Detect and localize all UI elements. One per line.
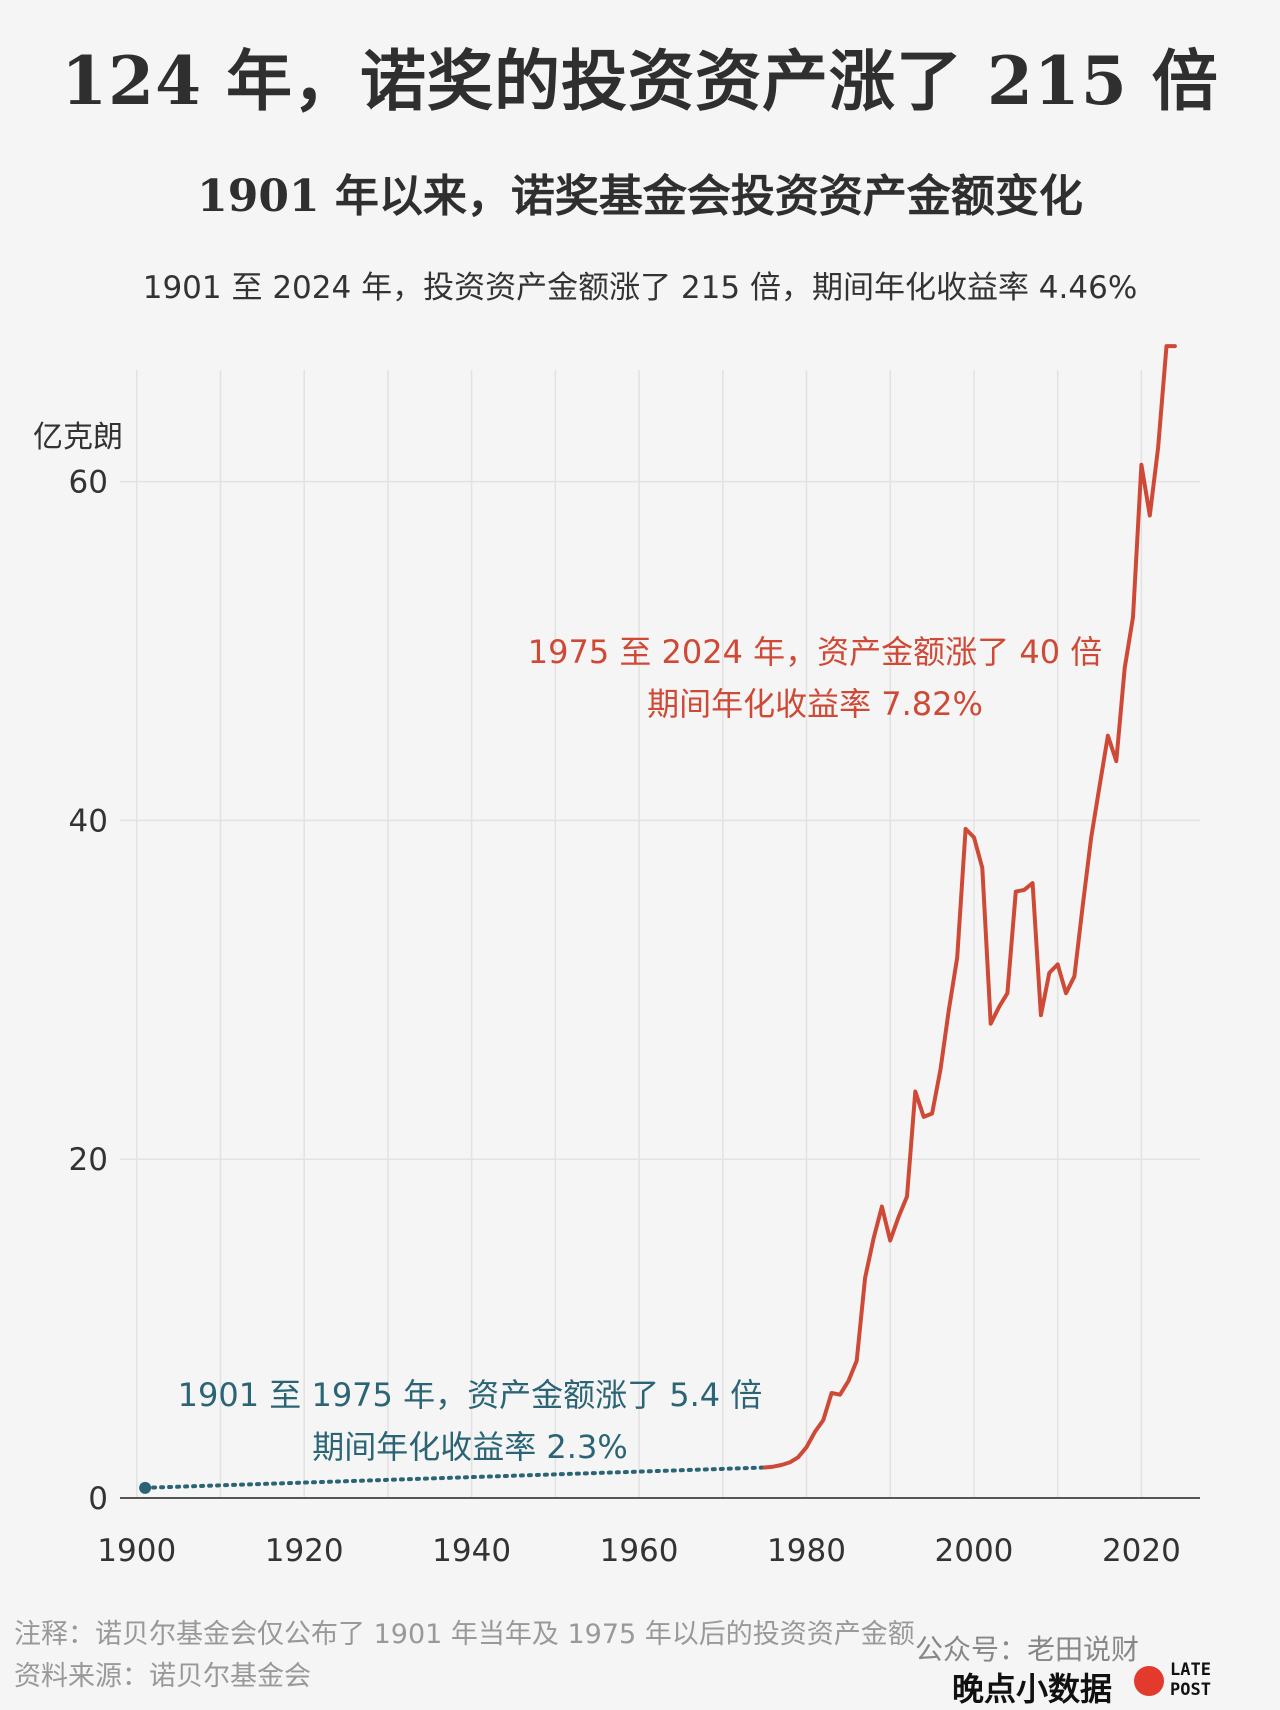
data-source: 资料来源：诺贝尔基金会 [14,1661,311,1692]
footnote: 注释：诺贝尔基金会仅公布了 1901 年当年及 1975 年以后的投资资产金额 [14,1619,915,1650]
latepost-logo: LATE POST [1134,1660,1254,1702]
wechat-account-label: 公众号：老田说财 [915,1633,1140,1666]
x-tick-label: 1980 [767,1533,846,1569]
logo-dot-icon [1134,1666,1164,1696]
logo-line-1: LATE [1170,1660,1211,1680]
x-tick-label: 1920 [265,1533,344,1569]
annotation-early-line1: 1901 至 1975 年，资产金额涨了 5.4 倍 [178,1376,763,1414]
x-tick-label: 1940 [432,1533,511,1569]
y-tick-label: 40 [69,803,108,839]
page-title: 124 年，诺奖的投资资产涨了 215 倍 [61,42,1219,120]
x-tick-label: 2020 [1102,1533,1181,1569]
brand-name: 晚点小数据 [952,1670,1113,1708]
line-chart: 0 20 40 60 1900 1920 1940 1960 1980 2000 2020 1975… [69,344,1200,1569]
chart-subtitle: 1901 年以来，诺奖基金会投资资产金额变化 [197,171,1083,222]
logo-line-2: POST [1170,1680,1211,1700]
y-tick-label: 60 [69,465,108,501]
chart-description: 1901 至 2024 年，投资资产金额涨了 215 倍，期间年化收益率 4.4… [142,270,1138,306]
x-tick-label: 1900 [97,1533,176,1569]
annotation-early-line2: 期间年化收益率 2.3% [312,1428,627,1466]
y-tick-label: 0 [88,1481,108,1517]
y-axis-unit-label: 亿克朗 [33,420,123,455]
y-tick-label: 20 [69,1142,108,1178]
start-point-marker [139,1481,152,1494]
annotation-modern-line1: 1975 至 2024 年，资产金额涨了 40 倍 [528,633,1102,671]
annotation-modern-line2: 期间年化收益率 7.82% [647,685,983,723]
modern-period-line [762,344,1177,1470]
chart-series [139,344,1177,1494]
chart-grid [120,370,1200,1498]
x-tick-label: 2000 [935,1533,1014,1569]
early-period-dotted-line [143,1465,767,1490]
x-tick-label: 1960 [600,1533,679,1569]
chart-axes: 0 20 40 60 1900 1920 1940 1960 1980 2000 2020 [69,465,1200,1569]
